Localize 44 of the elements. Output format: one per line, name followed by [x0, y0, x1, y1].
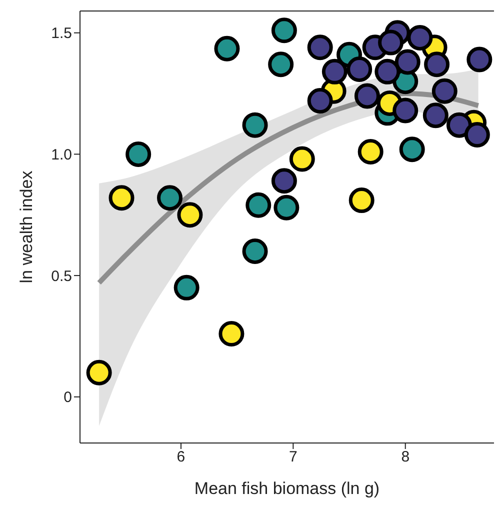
point — [157, 185, 183, 211]
point — [246, 192, 272, 218]
point — [378, 30, 404, 56]
point — [174, 274, 200, 300]
point — [271, 18, 297, 44]
y-tick-label: 0.5 — [51, 268, 72, 285]
y-tick-label: 1.0 — [51, 146, 72, 164]
point — [271, 168, 297, 194]
point — [307, 88, 333, 114]
point — [346, 56, 372, 82]
y-tick-label: 0 — [64, 389, 72, 406]
point — [466, 46, 492, 72]
point — [422, 102, 448, 128]
point — [268, 52, 294, 78]
point — [394, 49, 420, 75]
point — [354, 83, 380, 109]
point — [424, 52, 450, 78]
point — [432, 78, 458, 104]
point — [242, 238, 268, 264]
x-tick-label: 7 — [289, 448, 298, 466]
point — [358, 139, 384, 165]
y-axis-title: ln wealth index — [17, 170, 36, 284]
x-tick-label: 8 — [401, 448, 410, 466]
point — [399, 136, 425, 162]
point — [242, 112, 268, 138]
point — [392, 98, 418, 124]
x-axis-title: Mean fish biomass (ln g) — [194, 479, 380, 498]
point — [289, 146, 315, 172]
point — [274, 194, 300, 220]
point — [374, 58, 400, 84]
point — [218, 321, 244, 347]
point — [126, 141, 152, 167]
point — [307, 34, 333, 60]
point — [86, 360, 112, 386]
point — [108, 185, 134, 211]
point — [322, 58, 348, 84]
point — [177, 202, 203, 228]
point — [214, 36, 240, 62]
point — [348, 188, 374, 214]
x-tick-label: 6 — [176, 448, 186, 466]
point — [407, 24, 433, 50]
point — [446, 112, 472, 138]
y-tick-label: 1.5 — [51, 25, 72, 42]
point — [464, 122, 490, 148]
